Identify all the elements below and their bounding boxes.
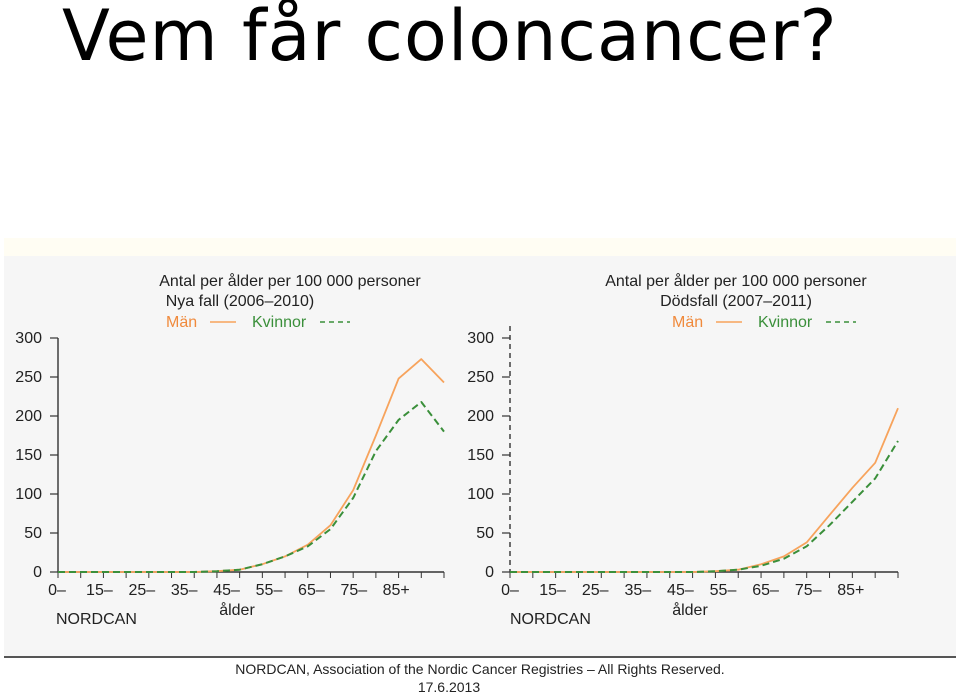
chart-2-x-tick-label: 85+ — [837, 582, 864, 599]
chart-1-men-line — [58, 358, 445, 573]
chart-2-x-tick-label: 45– — [667, 582, 694, 599]
chart-2-source: NORDCAN — [510, 611, 591, 628]
chart-1-x-tick-label: 75– — [340, 582, 367, 599]
chart-1-y-tick-label: 200 — [15, 408, 42, 425]
footer-date: 17.6.2013 — [417, 679, 481, 695]
footer-copyright: NORDCAN, Association of the Nordic Cance… — [235, 661, 725, 677]
chart-figure: Antal per ålder per 100 000 personer Nya … — [4, 238, 956, 656]
chart-2-y-tick-label: 200 — [467, 408, 494, 425]
chart-1-y-tick-label: 100 — [15, 486, 42, 503]
chart-1-subtitle: Nya fall (2006–2010) — [166, 293, 315, 310]
chart-1-title: Antal per ålder per 100 000 personer — [159, 272, 421, 290]
chart-1-x-tick-label: 85+ — [383, 582, 410, 599]
chart-2-y-tick-label: 100 — [467, 486, 494, 503]
chart-1-y-tick-label: 150 — [15, 447, 42, 464]
footer: NORDCAN, Association of the Nordic Cance… — [0, 660, 960, 696]
chart-2-y-tick-label: 50 — [476, 525, 494, 542]
chart-1-legend-women-label: Kvinnor — [252, 314, 307, 331]
footer-divider — [4, 656, 956, 658]
chart-2-men-line — [510, 407, 899, 573]
chart-1-x-tick-label: 35– — [171, 582, 198, 599]
chart-1-women-line — [58, 401, 445, 573]
chart-1-x-tick-label: 45– — [213, 582, 240, 599]
chart-1-y-tick-label: 300 — [15, 330, 42, 347]
chart-1-x-tick-label: 0– — [48, 582, 66, 599]
chart-2-x-tick-label: 0– — [501, 582, 519, 599]
chart-2-legend-men-label: Män — [672, 314, 703, 331]
chart-2-y-tick-label: 250 — [467, 369, 494, 386]
chart-2-x-tick-label: 25– — [582, 582, 609, 599]
chart-2-x-label: ålder — [672, 601, 708, 619]
chart-1-legend-men-label: Män — [166, 314, 197, 331]
chart-1-y-tick-label: 0 — [33, 564, 42, 581]
chart-2-x-tick-label: 35– — [624, 582, 651, 599]
chart-2-legend-women-label: Kvinnor — [758, 314, 813, 331]
chart-1-x-tick-label: 55– — [256, 582, 283, 599]
chart-2-x-tick-label: 65– — [752, 582, 779, 599]
chart-2-title: Antal per ålder per 100 000 personer — [605, 272, 867, 290]
chart-1-x-tick-label: 65– — [298, 582, 325, 599]
chart-1-source: NORDCAN — [56, 611, 137, 628]
chart-1-x-tick-label: 15– — [86, 582, 113, 599]
chart-2-x-tick-label: 75– — [795, 582, 822, 599]
chart-1-x-tick-label: 25– — [128, 582, 155, 599]
chart-1-y-tick-label: 50 — [24, 525, 42, 542]
chart-2-subtitle: Dödsfall (2007–2011) — [660, 293, 812, 310]
chart-1-x-label: ålder — [219, 601, 255, 619]
chart-1-y-tick-label: 250 — [15, 369, 42, 386]
chart-2-x-tick-label: 55– — [710, 582, 737, 599]
chart-2-y-tick-label: 0 — [485, 564, 494, 581]
charts-svg: Antal per ålder per 100 000 personer Nya … — [15, 272, 899, 628]
chart-2-x-tick-label: 15– — [539, 582, 566, 599]
chart-2-women-line — [510, 440, 899, 573]
chart-2-y-tick-label: 300 — [467, 330, 494, 347]
chart-2-y-tick-label: 150 — [467, 447, 494, 464]
slide-title: Vem får coloncancer? — [62, 0, 838, 77]
